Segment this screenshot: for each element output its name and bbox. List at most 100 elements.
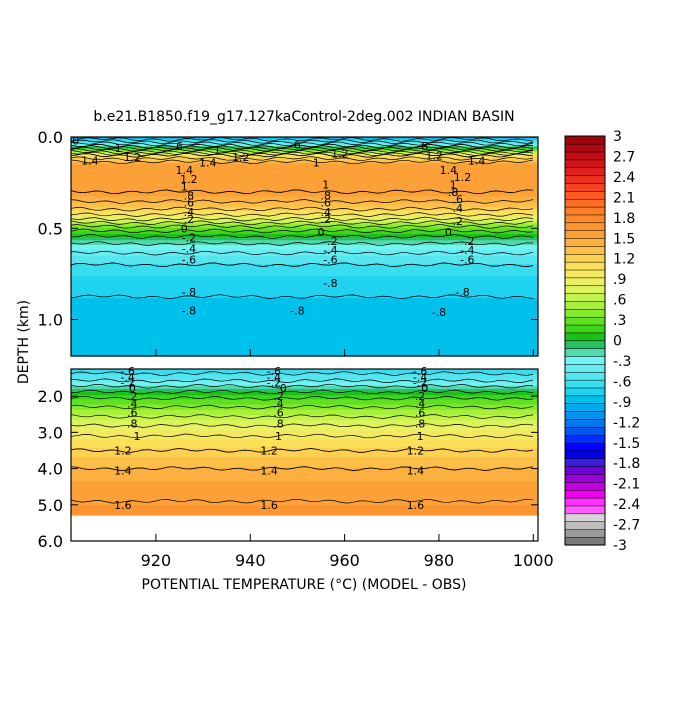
contour-label: 1.2 bbox=[454, 171, 472, 184]
heatmap-band bbox=[71, 280, 538, 284]
heatmap-band bbox=[71, 238, 538, 241]
axes: 920 940 960 980 1000 bbox=[141, 349, 554, 570]
heatmap-band bbox=[71, 233, 538, 237]
colorbar-swatch bbox=[564, 473, 606, 483]
contour-label: 1 bbox=[181, 180, 188, 193]
heatmap-band bbox=[71, 486, 538, 488]
colorbar-swatch bbox=[564, 316, 606, 326]
x-axis-label: POTENTIAL TEMPERATURE (°C) (MODEL - OBS) bbox=[142, 577, 467, 593]
contour-line bbox=[70, 143, 534, 149]
heatmap-band bbox=[71, 408, 538, 411]
colorbar-swatch bbox=[564, 536, 606, 546]
heatmap-band bbox=[71, 345, 538, 348]
heatmap-band bbox=[71, 235, 538, 238]
heatmap-band bbox=[71, 168, 538, 171]
upper-panel: 011.21.461.4 1.211.41.21.8.6.4.20-.2-.4-.… bbox=[38, 128, 539, 357]
contour-line bbox=[70, 152, 534, 158]
contour-label: 0 bbox=[181, 222, 188, 235]
heatmap-band bbox=[71, 265, 538, 268]
y-tick-label: 1.0 bbox=[38, 311, 63, 330]
heatmap-band bbox=[71, 243, 538, 246]
colorbar-label: 0 bbox=[613, 334, 622, 350]
heatmap-band bbox=[71, 309, 538, 312]
colorbar-swatch bbox=[564, 363, 606, 373]
heatmap-band bbox=[71, 180, 538, 183]
heatmap-band bbox=[71, 332, 538, 335]
heatmap-band bbox=[71, 491, 538, 494]
colorbar-swatch bbox=[564, 442, 606, 452]
colorbar-label: -1.8 bbox=[613, 456, 640, 472]
heatmap-band bbox=[71, 447, 538, 450]
heatmap-band bbox=[71, 427, 538, 430]
contour-line bbox=[70, 151, 534, 156]
heatmap-band bbox=[71, 187, 538, 190]
x-tick-label: 980 bbox=[424, 551, 455, 570]
colorbar-swatch bbox=[564, 253, 606, 263]
heatmap-band bbox=[71, 440, 538, 442]
heatmap-band bbox=[71, 294, 538, 298]
chart-title: b.e21.B1850.f19_g17.127kaControl-2deg.00… bbox=[93, 109, 514, 125]
heatmap-band bbox=[71, 202, 538, 205]
heatmap-band bbox=[71, 483, 538, 485]
heatmap-band bbox=[71, 313, 538, 316]
contour-label: -.4 bbox=[120, 371, 134, 384]
contour-label: -.8 bbox=[290, 304, 304, 317]
heatmap-band bbox=[71, 352, 538, 356]
colorbar-swatch bbox=[564, 332, 606, 342]
colorbar-swatch bbox=[564, 175, 606, 184]
heatmap-band bbox=[71, 240, 538, 243]
panel-frame bbox=[70, 368, 539, 542]
heatmap-band bbox=[71, 512, 538, 515]
contour-label: -.4 bbox=[460, 244, 474, 257]
contour-line bbox=[70, 234, 534, 239]
heatmap-band bbox=[71, 422, 538, 425]
heatmap-band bbox=[71, 398, 538, 400]
colorbar-swatch bbox=[564, 387, 606, 397]
y-tick-label: 0.0 bbox=[38, 128, 63, 147]
contour-label: .2 bbox=[127, 390, 138, 403]
heatmap-band bbox=[71, 389, 538, 392]
contour-line bbox=[70, 250, 534, 256]
contour-label: 0 bbox=[318, 226, 325, 239]
heatmap-band bbox=[71, 377, 538, 380]
contour-line bbox=[70, 216, 534, 222]
heatmap-band bbox=[71, 323, 538, 326]
contour-label: 1 bbox=[134, 430, 141, 443]
contour-label: 1.2 bbox=[180, 173, 198, 186]
heatmap-band bbox=[71, 477, 538, 480]
heatmap-band bbox=[71, 428, 538, 431]
x-tick-label: 920 bbox=[141, 551, 172, 570]
heatmap-band bbox=[71, 463, 538, 465]
heatmap-band bbox=[71, 490, 538, 493]
colorbar-label: 2.4 bbox=[613, 170, 635, 186]
colorbar-swatch bbox=[564, 300, 606, 310]
heatmap-band bbox=[71, 166, 538, 169]
heatmap-band bbox=[71, 507, 538, 509]
heatmap-band bbox=[71, 484, 538, 486]
heatmap-band bbox=[71, 410, 538, 413]
contour-label: 1 bbox=[275, 430, 282, 443]
heatmap-band bbox=[71, 371, 538, 373]
heatmap-band bbox=[71, 436, 538, 438]
contour-label: .2 bbox=[273, 390, 284, 403]
heatmap-band bbox=[71, 415, 538, 417]
heatmap-band bbox=[71, 500, 538, 503]
colorbar-swatch bbox=[564, 458, 606, 467]
heatmap-band bbox=[71, 230, 538, 234]
contour-label: 1.4 bbox=[175, 164, 193, 177]
colorbar-swatch bbox=[564, 135, 606, 145]
contour-label: -.2 bbox=[267, 376, 281, 389]
heatmap-band bbox=[71, 252, 538, 255]
heatmap-band bbox=[71, 394, 538, 396]
contour-label: 0 bbox=[445, 226, 452, 239]
contour-label: .4 bbox=[415, 397, 426, 410]
heatmap-band bbox=[71, 369, 538, 371]
contour-label: 1.6 bbox=[114, 499, 132, 512]
colorbar-label: 1.2 bbox=[613, 252, 635, 268]
colorbar-swatch bbox=[564, 497, 606, 507]
colorbar-label: -.3 bbox=[613, 354, 631, 370]
contour-label: .4 bbox=[127, 397, 138, 410]
contour-label: 1 bbox=[322, 178, 329, 191]
heatmap-band bbox=[71, 310, 538, 313]
heatmap-band bbox=[71, 475, 538, 478]
